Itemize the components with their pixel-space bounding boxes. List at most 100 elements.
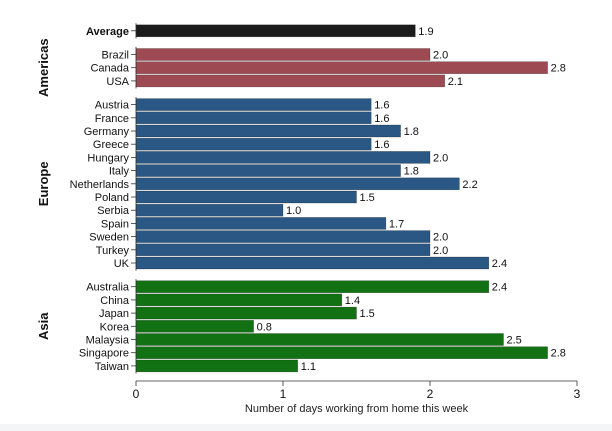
category-label: Brazil [101,50,129,62]
value-label: 2.0 [433,245,448,257]
value-label-bg [548,61,567,74]
value-label-bg [489,280,508,293]
value-label-bg [342,293,361,306]
bar-spain [135,217,387,230]
value-label-bg [416,24,435,37]
bar-hungary [135,151,431,164]
bar-average [135,24,416,38]
value-label-bg [431,151,449,164]
bar-france [135,111,372,125]
value-label-bg [298,359,317,372]
category-label: Netherlands [70,179,130,191]
value-label: 2.0 [433,232,448,244]
value-label: 2.8 [551,63,566,75]
category-label: Australia [86,282,130,294]
bar-italy [135,164,401,177]
bar-singapore [135,346,548,360]
bar-sweden [135,230,431,243]
category-label: Taiwan [95,361,129,373]
value-label-bg [372,111,391,124]
category-label: Malaysia [86,335,130,347]
x-axis-title: Number of days working from home this we… [245,403,469,415]
value-label-bg [548,346,567,359]
bar-germany [135,124,401,138]
x-tick-label: 1 [280,387,287,401]
category-label: Average [86,26,129,38]
group-label-europe: Europe [36,161,51,206]
category-label: France [95,113,129,125]
bar-malaysia [135,333,504,346]
category-label: Germany [84,126,130,138]
x-axis: 0 1 2 3 [133,380,581,401]
category-label: China [100,295,130,307]
value-label-bg [445,74,464,87]
bar-japan [135,306,357,320]
category-label: Sweden [89,232,129,244]
value-label-bg [431,230,449,243]
bar-australia [135,280,490,294]
category-label: USA [106,76,129,88]
category-label: Spain [101,218,129,230]
bar-brazil [135,48,431,61]
category-label: Greece [93,139,129,151]
x-tick-label: 3 [574,387,581,401]
value-label: 1.9 [418,26,433,38]
value-label-bg [489,257,508,269]
bar-austria [135,98,372,111]
value-label-bg [372,98,391,111]
value-label: 1.0 [286,205,301,217]
group-label-americas: Americas [36,38,51,97]
value-label: 2.8 [551,348,566,360]
value-label: 2.4 [492,258,507,270]
value-label: 1.6 [374,113,389,125]
value-label-bg [504,333,523,346]
value-label-bg [401,164,420,177]
value-label: 1.4 [345,295,360,307]
value-label: 1.5 [360,308,375,320]
value-label-bg [460,177,479,190]
value-label-bg [401,125,420,137]
bar-usa [135,74,446,88]
bar-canada [135,61,548,75]
value-label-bg [284,204,302,217]
value-label-bg [372,138,391,151]
bar-korea [135,319,254,333]
value-label-bg [431,48,449,61]
value-label: 2.2 [462,179,477,191]
value-label: 0.8 [257,321,272,333]
bar-china [135,293,343,307]
value-label: 1.7 [389,218,404,230]
value-label-bg [357,191,376,203]
value-label: 2.0 [433,50,448,62]
value-label: 1.6 [374,100,389,112]
bar-turkey [135,243,431,257]
value-label-bg [431,243,449,256]
value-label: 1.5 [360,192,375,204]
value-label: 2.1 [448,76,463,88]
value-label: 1.8 [404,166,419,178]
category-label: UK [114,258,130,270]
value-label: 2.4 [492,282,507,294]
bar-poland [135,190,357,204]
category-label: Italy [109,166,130,178]
category-label: Singapore [79,348,129,360]
value-label: 2.5 [507,335,522,347]
category-label: Austria [95,100,130,112]
category-label: Japan [99,308,129,320]
category-label: Turkey [96,245,130,257]
value-label: 1.1 [301,361,316,373]
x-tick-label: 2 [427,387,434,401]
category-label: Serbia [97,205,130,217]
bar-netherlands [135,177,460,191]
bar-serbia [135,203,284,217]
category-label: Korea [100,321,130,333]
category-label: Hungary [87,152,129,164]
value-label: 2.0 [433,152,448,164]
value-label-bg [386,217,405,230]
group-label-asia: Asia [36,312,51,340]
value-label-bg [357,307,376,320]
x-tick-label: 0 [133,387,140,401]
bar-greece [135,137,372,151]
